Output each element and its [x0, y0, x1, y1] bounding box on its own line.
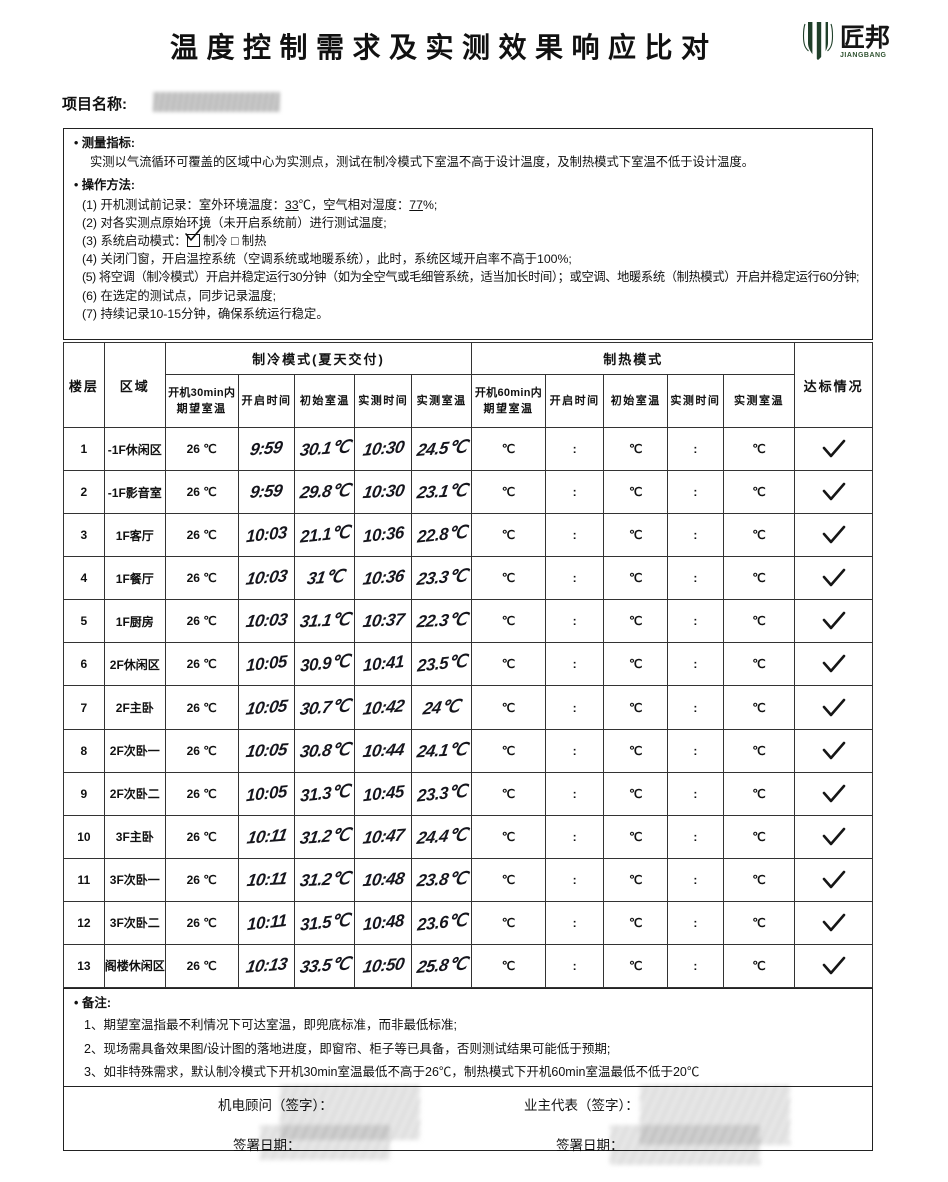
svg-text:JIANGBANG: JIANGBANG [840, 52, 887, 59]
svg-text:匠邦: 匠邦 [840, 24, 890, 52]
